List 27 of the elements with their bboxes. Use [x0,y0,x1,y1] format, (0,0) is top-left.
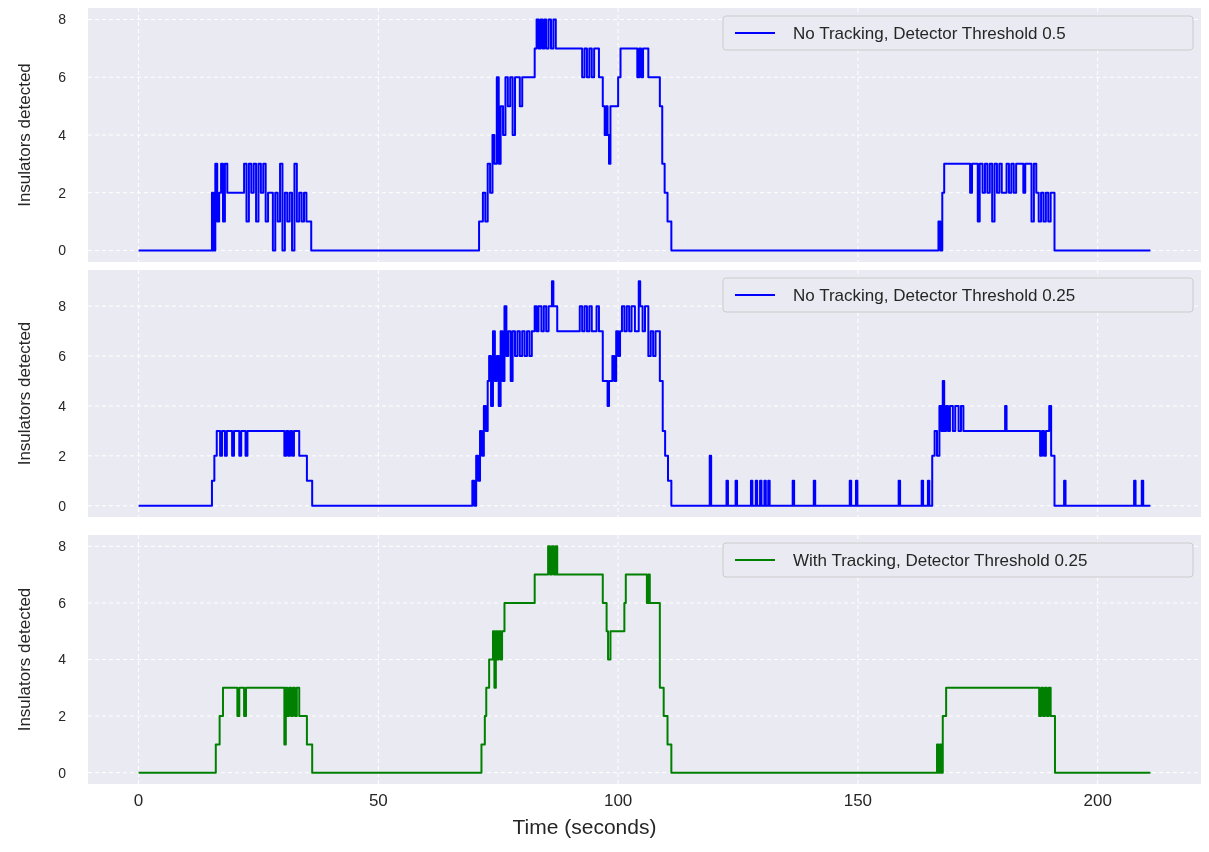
x-tick-label: 150 [843,791,873,810]
legend-label: With Tracking, Detector Threshold 0.25 [793,550,1088,570]
x-axis-title: Time (seconds) [512,815,657,838]
y-tick-label: 2 [58,707,67,724]
y-axis-title: Insulators detected [15,63,34,207]
y-tick-label: 6 [58,594,67,611]
y-tick-label: 8 [58,298,67,315]
x-tick-label: 50 [368,791,388,810]
y-tick-label: 0 [58,242,67,259]
y-tick-label: 8 [58,11,67,28]
y-axis-title: Insulators detected [15,321,34,466]
y-tick-label: 0 [58,764,67,781]
y-tick-label: 8 [58,538,67,555]
y-tick-label: 4 [58,397,67,414]
y-tick-label: 2 [58,447,67,464]
x-tick-label: 200 [1083,791,1112,810]
y-axis-title: Insulators detected [15,587,34,732]
y-tick-label: 2 [58,184,67,201]
y-tick-label: 6 [58,347,67,364]
x-tick-label: 0 [133,791,144,810]
y-tick-label: 4 [58,651,67,668]
y-tick-label: 6 [58,69,67,86]
y-tick-label: 4 [58,126,67,143]
y-tick-label: 0 [58,497,67,514]
legend-label: No Tracking, Detector Threshold 0.5 [793,23,1066,43]
legend-label: No Tracking, Detector Threshold 0.25 [793,285,1076,305]
x-tick-label: 100 [603,791,633,810]
